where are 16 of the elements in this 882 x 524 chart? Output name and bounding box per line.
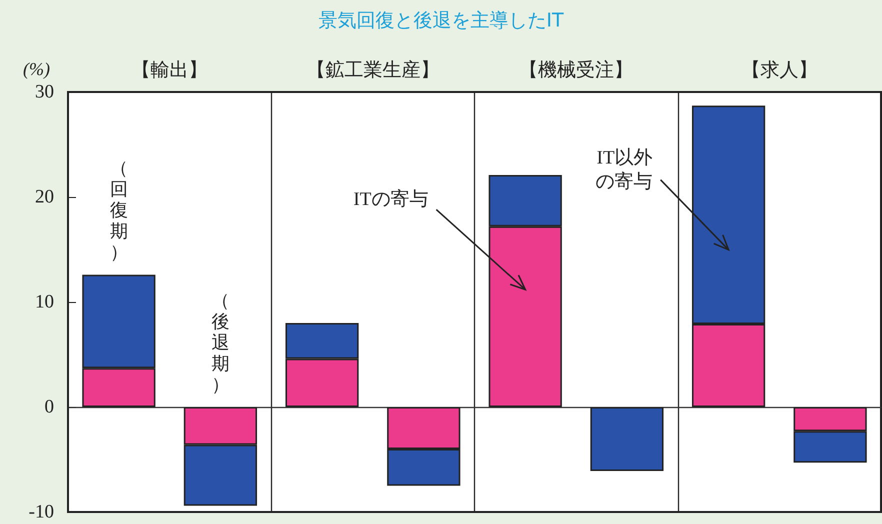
x-tick-label: 【鉱工業生産】 [306,59,440,81]
series-label: IT以外の寄与 [596,147,653,192]
y-tick-label: 20 [35,186,54,208]
x-tick-label: 【輸出】 [132,60,208,81]
y-tick-label: 10 [35,292,54,312]
y-tick-label: -10 [28,502,54,522]
x-tick-label: 【機械受注】 [519,59,634,81]
x-tick-label: 【求人】 [741,60,818,81]
chart-title: 景気回復と後退を主導したIT [318,10,564,32]
bar [590,407,664,472]
text: ITの寄与 [353,188,428,210]
y-tick-label: 0 [44,396,54,418]
y-axis-title: (%) [23,59,50,79]
annotation: （後退期） [211,290,230,394]
annotation: （回復期） [110,158,128,262]
y-tick-label: 30 [35,82,54,102]
